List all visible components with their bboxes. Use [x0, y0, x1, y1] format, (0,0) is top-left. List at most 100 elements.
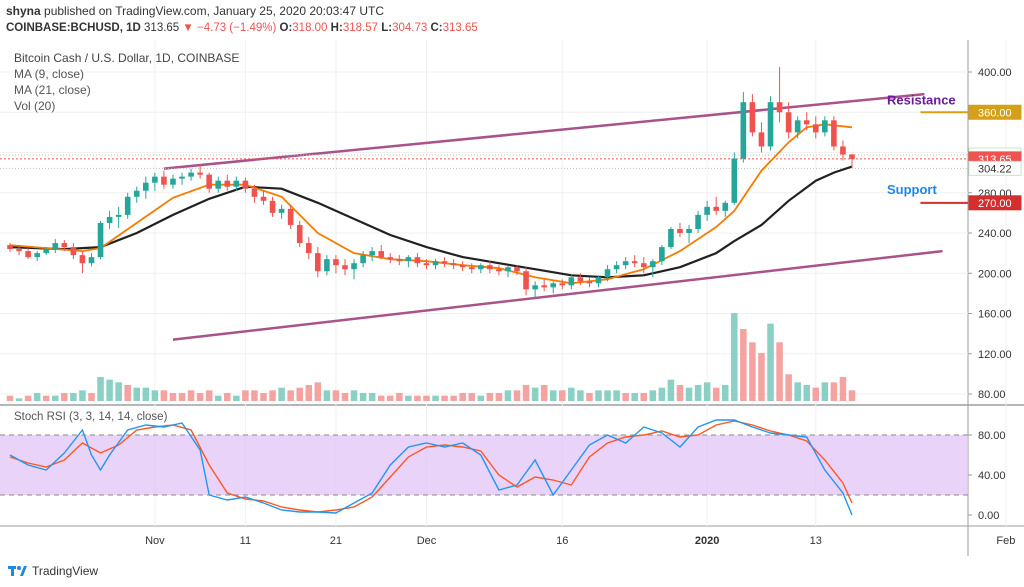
volume-bar — [549, 390, 557, 401]
price-tick-label: 240.00 — [978, 228, 1012, 240]
volume-bar — [776, 342, 783, 401]
candle — [794, 116, 801, 139]
candle — [831, 116, 837, 151]
price-tick-label: 120.00 — [978, 349, 1012, 361]
candle-body — [188, 172, 194, 177]
volume-bar — [839, 377, 847, 401]
legend-ma9[interactable]: MA (9, close) — [14, 67, 85, 81]
candle — [722, 200, 729, 217]
candle-body — [468, 267, 475, 270]
volume-bar — [314, 382, 322, 401]
candle — [70, 243, 77, 260]
volume-bar — [721, 385, 729, 401]
resistance-label: Resistance — [887, 92, 956, 107]
candle — [686, 224, 692, 244]
volume-bar — [187, 390, 195, 401]
candle-body — [287, 208, 294, 225]
volume-bar — [133, 387, 141, 401]
candle-body — [541, 285, 547, 288]
candle-body — [79, 255, 86, 264]
candle — [333, 255, 339, 274]
candle-body — [97, 222, 104, 258]
time-tick-label: 13 — [810, 535, 822, 547]
volume-bar — [414, 395, 421, 401]
candle-body — [677, 228, 683, 233]
price-change: −4.73 (−1.49%) — [197, 22, 277, 34]
candle — [822, 116, 828, 137]
volume-bar — [667, 379, 675, 401]
low-value: 304.73 — [392, 22, 428, 34]
stoch-tick-label: 40.00 — [978, 470, 1006, 482]
volume-bar — [441, 395, 448, 401]
publication-line: shyna published on TradingView.com, Janu… — [6, 4, 384, 18]
candle-body — [70, 247, 77, 256]
volume-bars — [6, 313, 856, 401]
volume-bar — [42, 395, 50, 401]
volume-bar — [341, 393, 349, 401]
candle-body — [586, 281, 593, 284]
legend-ma21[interactable]: MA (21, close) — [14, 83, 91, 97]
volume-bar — [224, 393, 231, 401]
candle-body — [722, 202, 729, 211]
volume-bar — [296, 387, 303, 401]
candle — [631, 255, 638, 268]
volume-bar — [205, 390, 213, 401]
candle-body — [749, 102, 756, 133]
candle — [7, 243, 13, 253]
candle — [106, 210, 113, 229]
candle — [450, 259, 457, 270]
tradingview-logo[interactable]: TradingView — [8, 564, 98, 578]
candle — [115, 206, 122, 228]
volume-bar — [604, 390, 611, 401]
candle — [487, 261, 493, 274]
candle — [523, 267, 529, 296]
legend-volume[interactable]: Vol (20) — [14, 99, 56, 113]
candle-body — [459, 265, 466, 268]
volume-bar — [196, 393, 204, 401]
candle-body — [315, 253, 321, 272]
low-label: L: — [381, 22, 393, 34]
candle-body — [559, 283, 566, 286]
price-tick-label: 200.00 — [978, 268, 1012, 280]
candle — [43, 247, 50, 256]
volume-bar — [540, 385, 548, 401]
candle — [559, 279, 566, 290]
volume-bar — [495, 393, 503, 401]
volume-bar — [649, 390, 657, 401]
candle — [695, 210, 701, 233]
candle-body — [16, 249, 22, 252]
candle-body — [423, 263, 430, 266]
candle — [414, 253, 421, 268]
volume-bar — [830, 382, 838, 401]
volume-bar — [785, 374, 792, 401]
author-name[interactable]: shyna — [6, 4, 41, 18]
candle — [812, 116, 819, 139]
candle-body — [514, 267, 520, 272]
candle — [224, 174, 231, 191]
volume-bar — [622, 393, 629, 401]
candle-body — [224, 180, 231, 187]
candle — [568, 275, 575, 290]
candle-body — [278, 208, 285, 213]
candle — [161, 170, 167, 189]
volume-bar — [758, 353, 765, 401]
volume-bar — [88, 393, 95, 401]
candle — [269, 196, 276, 217]
candle — [133, 186, 140, 203]
candle — [260, 190, 267, 205]
candle-body — [450, 263, 457, 266]
stoch-rsi-legend[interactable]: Stoch RSI (3, 3, 14, 14, close) — [14, 411, 168, 423]
price-tag: 270.00 — [968, 195, 1022, 211]
volume-bar — [151, 390, 159, 401]
candle-body — [532, 285, 538, 290]
candle-body — [324, 259, 330, 272]
publication-header: shyna published on TradingView.com, Janu… — [0, 0, 1024, 40]
time-tick-label: 11 — [240, 535, 251, 547]
candle — [351, 259, 357, 280]
candle-body — [595, 277, 602, 284]
candle — [514, 265, 520, 276]
volume-bar — [712, 387, 720, 401]
candle-body — [152, 176, 158, 183]
candle-body — [803, 120, 810, 125]
